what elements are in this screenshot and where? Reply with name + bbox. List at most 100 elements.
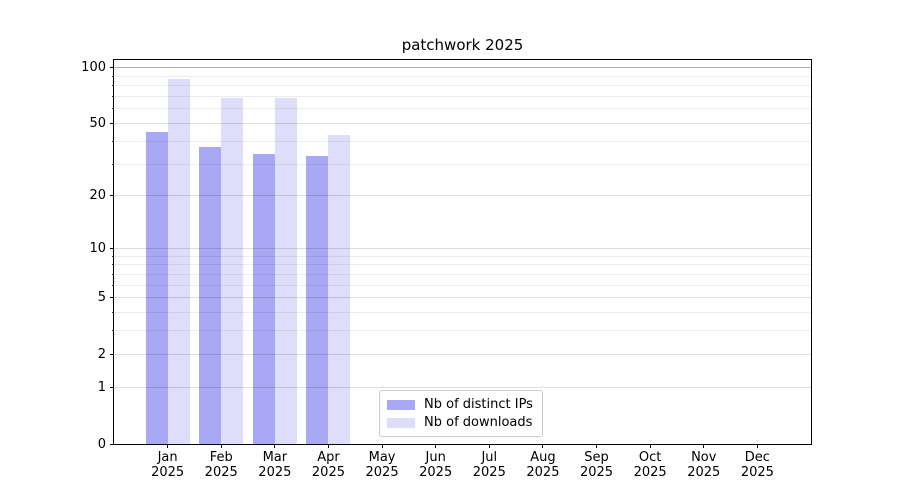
x-tick-label: Aug 2025	[511, 450, 575, 480]
x-tick	[756, 444, 758, 448]
y-tick	[110, 195, 114, 197]
y-gridline-minor	[114, 255, 811, 257]
y-tick	[110, 443, 114, 445]
y-gridline	[114, 195, 811, 197]
bar-downloads	[328, 135, 351, 444]
x-tick	[435, 444, 437, 448]
y-gridline	[114, 353, 811, 355]
x-tick-month: Jan	[157, 450, 178, 465]
x-tick	[327, 444, 329, 448]
y-tick-label: 10	[89, 240, 106, 256]
x-tick	[542, 444, 544, 448]
x-tick-month: Nov	[691, 450, 717, 465]
x-tick-year: 2025	[633, 465, 667, 480]
y-tick	[110, 386, 114, 388]
y-tick-label: 20	[89, 188, 106, 204]
y-tick-label: 2	[97, 346, 106, 362]
x-tick-year: 2025	[365, 465, 399, 480]
y-gridline-minor	[114, 108, 811, 110]
y-tick	[110, 297, 114, 299]
y-gridline-minor	[114, 284, 811, 286]
bar-downloads	[274, 97, 297, 444]
x-tick	[274, 444, 276, 448]
x-tick-label: Oct 2025	[618, 450, 682, 480]
x-tick-year: 2025	[258, 465, 292, 480]
x-tick-year: 2025	[472, 465, 506, 480]
y-gridline-minor	[114, 95, 811, 97]
x-tick-label: Jul 2025	[457, 450, 521, 480]
x-tick-label: Sep 2025	[565, 450, 629, 480]
x-tick-label: Apr 2025	[296, 450, 360, 480]
y-gridline-minor	[114, 264, 811, 266]
x-tick	[488, 444, 490, 448]
x-tick-month: Feb	[209, 450, 233, 465]
x-tick	[703, 444, 705, 448]
y-tick-label: 0	[97, 436, 106, 452]
x-tick-month: Oct	[638, 450, 662, 465]
x-tick-label: Dec 2025	[725, 450, 789, 480]
bar-downloads	[221, 97, 244, 444]
x-tick-label: Jun 2025	[404, 450, 468, 480]
bar-distinct-ips	[252, 154, 275, 444]
x-tick-label: Jan 2025	[136, 450, 200, 480]
legend-label: Nb of downloads	[424, 415, 533, 430]
y-gridline	[114, 247, 811, 249]
x-tick-year: 2025	[204, 465, 238, 480]
y-gridline-minor	[114, 75, 811, 77]
x-tick	[596, 444, 598, 448]
x-tick	[167, 444, 169, 448]
y-gridline-minor	[114, 140, 811, 142]
plot-area: Nb of distinct IPs Nb of downloads 0 1 2 5 1…	[81, 59, 812, 480]
bar-distinct-ips	[306, 156, 329, 444]
legend-swatch-downloads	[387, 417, 415, 428]
y-tick-label: 50	[89, 115, 106, 131]
y-tick	[110, 122, 114, 124]
x-tick-label: Feb 2025	[189, 450, 253, 480]
y-gridline-minor	[114, 163, 811, 165]
y-gridline	[114, 297, 811, 299]
x-tick-month: Jun	[425, 450, 446, 465]
legend-swatch-distinct-ips	[387, 399, 415, 410]
bar-downloads	[167, 78, 190, 444]
x-tick	[220, 444, 222, 448]
y-tick-label: 1	[97, 379, 106, 395]
bar-distinct-ips	[199, 147, 222, 444]
y-tick	[110, 67, 114, 69]
y-gridline	[114, 122, 811, 124]
x-tick-year: 2025	[526, 465, 560, 480]
x-tick-year: 2025	[579, 465, 614, 480]
x-tick-label: May 2025	[350, 450, 414, 480]
x-tick-label: Nov 2025	[672, 450, 736, 480]
y-gridline	[114, 386, 811, 388]
y-tick-label: 5	[97, 290, 106, 306]
y-gridline-minor	[114, 312, 811, 314]
x-tick-month: Apr	[317, 450, 340, 465]
x-tick	[649, 444, 651, 448]
y-gridline-minor	[114, 273, 811, 275]
x-tick-year: 2025	[740, 465, 774, 480]
x-tick-year: 2025	[151, 465, 185, 480]
x-tick-year: 2025	[419, 465, 453, 480]
legend: Nb of distinct IPs Nb of downloads	[379, 390, 543, 437]
y-tick-label: 100	[81, 60, 106, 76]
x-tick	[381, 444, 383, 448]
chart-title: patchwork 2025	[401, 36, 524, 54]
legend-entry: Nb of downloads	[387, 415, 533, 430]
x-tick-month: Sep	[584, 450, 609, 465]
y-tick	[110, 353, 114, 355]
x-tick-year: 2025	[687, 465, 721, 480]
x-tick-month: Jul	[481, 450, 498, 465]
y-gridline-minor	[114, 85, 811, 87]
x-tick-label: Mar 2025	[243, 450, 307, 480]
x-tick-month: Mar	[262, 450, 288, 465]
y-gridline	[114, 67, 811, 69]
x-tick-year: 2025	[311, 465, 345, 480]
x-tick-month: Aug	[530, 450, 556, 465]
bar-distinct-ips	[145, 131, 168, 444]
x-tick-month: May	[368, 450, 396, 465]
y-tick	[110, 247, 114, 249]
legend-label: Nb of distinct IPs	[424, 397, 533, 412]
y-gridline-minor	[114, 330, 811, 332]
legend-entry: Nb of distinct IPs	[387, 397, 533, 412]
